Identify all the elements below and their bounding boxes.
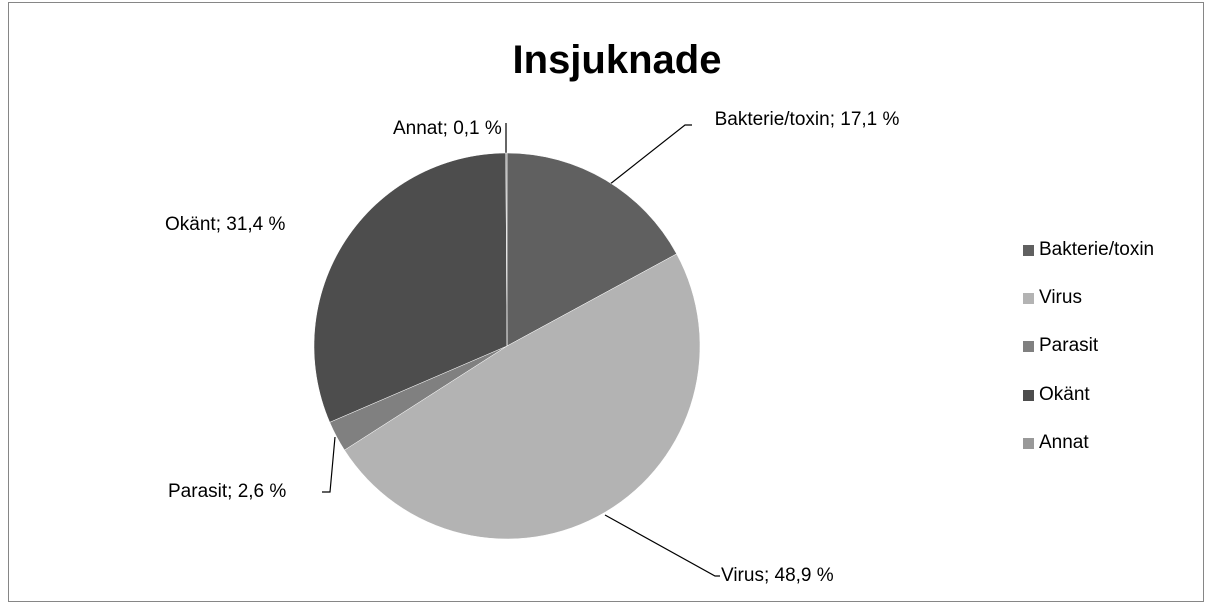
legend-label: Annat [1039,431,1089,453]
data-label: Parasit; 2,6 % [168,481,287,502]
chart-title: Insjuknade [512,38,722,82]
legend-swatch [1023,293,1034,305]
legend-label: Bakterie/toxin [1039,239,1155,260]
data-label: Virus; 48,9 % [721,565,834,586]
legend-swatch [1023,389,1034,401]
pie-slice [344,253,701,540]
legend-swatch [1023,341,1034,353]
legend-label: Parasit [1039,335,1099,357]
leader-line [604,514,720,577]
leader-lines [322,123,720,577]
legend-swatch [1023,245,1034,256]
data-label: Annat; 0,1 % [393,118,502,139]
pie-slice [506,152,677,347]
legend-label: Okänt [1039,383,1090,405]
leader-line [599,124,692,193]
legend-swatch [1023,437,1034,449]
leader-line [322,436,336,493]
pie-slice [313,152,508,423]
pie-slice [505,152,508,347]
data-label: Okänt; 31,4 % [165,214,286,235]
data-label: Bakterie/toxin; 17,1 % [714,109,900,130]
legend-label: Virus [1039,287,1082,309]
